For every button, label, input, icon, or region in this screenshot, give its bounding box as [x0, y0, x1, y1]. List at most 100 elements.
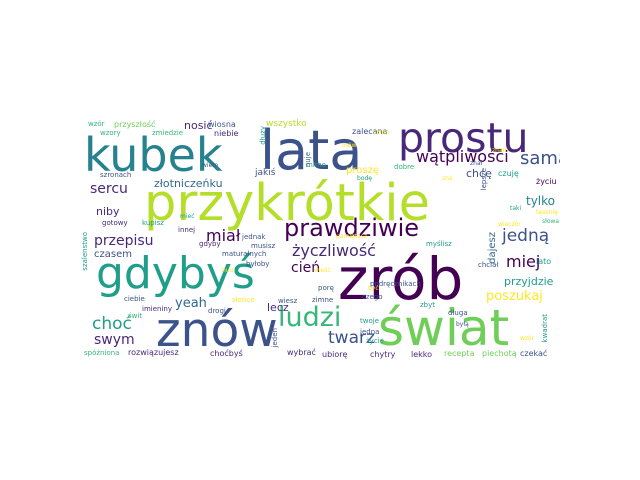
cloud-word: chciał	[478, 261, 499, 269]
cloud-word: słowa	[542, 218, 560, 225]
cloud-word: przepisu	[94, 233, 154, 249]
cloud-word: długa	[448, 309, 468, 317]
cloud-word: wieść	[314, 267, 331, 274]
cloud-word: nuje	[304, 152, 312, 168]
cloud-word: rozwiązujesz	[128, 348, 179, 357]
cloud-word: zalecana	[352, 127, 388, 136]
cloud-word: nosić	[184, 119, 213, 132]
cloud-word: pamiętasz	[336, 233, 367, 240]
cloud-word: gdyby	[199, 240, 221, 248]
cloud-word: czuję	[498, 169, 519, 178]
cloud-word: jednak	[242, 233, 266, 241]
cloud-word: mów	[342, 142, 357, 149]
cloud-word: prawdziwie	[284, 214, 419, 242]
cloud-word: wieczór	[498, 221, 521, 228]
cloud-word: gdybyś	[96, 248, 255, 299]
cloud-word: wzór	[520, 335, 535, 342]
cloud-word: ubiorę	[322, 350, 348, 359]
cloud-word: taki	[510, 205, 522, 212]
cloud-word: bodę	[357, 175, 372, 182]
cloud-word: byłoby	[246, 260, 270, 268]
cloud-word: wzór	[88, 120, 105, 128]
cloud-word: myślisz	[426, 240, 452, 248]
cloud-word: recepta	[444, 349, 475, 358]
cloud-word: jedna	[360, 328, 380, 336]
cloud-word: samą	[520, 148, 560, 169]
cloud-word: życiu	[536, 177, 557, 186]
cloud-word: lata	[260, 119, 363, 182]
cloud-word: twarz	[328, 328, 375, 348]
cloud-word: czekać	[520, 349, 548, 358]
cloud-word: kupisz	[142, 219, 164, 227]
cloud-word: poszukaj	[486, 289, 543, 304]
cloud-word: jakiś	[255, 168, 276, 178]
cloud-word: drogi	[208, 307, 226, 315]
cloud-word: zna	[442, 175, 453, 182]
cloud-word: gotowy	[102, 219, 128, 227]
cloud-word: proszę	[346, 165, 379, 176]
cloud-word: dłuży	[259, 126, 267, 145]
cloud-word: mieć	[180, 213, 195, 220]
cloud-word: twoje	[360, 317, 380, 325]
cloud-word: chcę	[466, 167, 492, 180]
cloud-word: porę	[318, 284, 334, 292]
cloud-word: huu	[222, 267, 234, 274]
cloud-word: życie	[366, 337, 384, 345]
cloud-word: wiosna	[208, 120, 236, 129]
cloud-word: cień	[291, 260, 321, 276]
cloud-word: świat	[378, 299, 510, 357]
cloud-word: szronach	[100, 171, 132, 179]
cloud-word: tylko	[526, 194, 556, 208]
cloud-word: kwadrat	[541, 314, 549, 343]
cloud-word: ludzi	[278, 302, 342, 333]
cloud-word: ciebie	[124, 295, 145, 303]
cloud-word: piechotą	[482, 349, 517, 358]
cloud-word: świt	[128, 312, 143, 320]
cloud-word: szalenstwo	[81, 232, 89, 271]
cloud-word: przykrótkie	[144, 174, 430, 233]
cloud-word: innej	[178, 226, 196, 234]
cloud-word: zrób	[338, 245, 464, 313]
cloud-word: miej	[506, 252, 541, 271]
cloud-word: przyszłość	[114, 120, 156, 129]
cloud-word: spóźniona	[84, 349, 120, 357]
cloud-word: wzory	[100, 129, 121, 137]
cloud-word: jeden	[271, 328, 279, 348]
cloud-word: sercu	[90, 181, 128, 197]
cloud-word: czasem	[94, 249, 132, 260]
cloud-word: zimne	[312, 296, 334, 304]
cloud-word: znał	[470, 160, 483, 167]
cloud-word: życzliwość	[292, 241, 376, 260]
cloud-word: kubek	[84, 128, 223, 182]
cloud-word: czego	[362, 293, 383, 301]
cloud-word: lepsze	[480, 168, 488, 191]
cloud-word: szron	[373, 129, 390, 136]
cloud-word: być	[368, 285, 379, 292]
cloud-word: zmiedzie	[152, 129, 184, 137]
cloud-word: dobre	[394, 163, 415, 171]
cloud-word: niebie	[214, 129, 239, 138]
cloud-word: złotniczeńku	[154, 177, 223, 190]
cloud-word: lato	[536, 257, 552, 266]
cloud-word: choćbyś	[210, 349, 243, 358]
cloud-word: wybrać	[287, 348, 316, 357]
cloud-word: musisz	[251, 242, 276, 250]
cloud-word: imieniny	[142, 305, 172, 313]
cloud-word: choć	[92, 314, 132, 334]
cloud-word: wszystko	[266, 119, 307, 129]
cloud-word: jedną	[502, 226, 550, 246]
cloud-word: lecz	[267, 301, 289, 314]
word-cloud: przykrótkie zrób lata kubek gdybyś świat…	[80, 118, 560, 361]
cloud-word: mimo	[306, 161, 326, 169]
cloud-word: swym	[94, 332, 135, 348]
cloud-word: słońce	[232, 296, 255, 304]
cloud-word: znam	[492, 147, 509, 154]
cloud-word: przyjdzie	[504, 275, 554, 288]
cloud-word: wiesz	[278, 297, 298, 305]
cloud-word: znów	[156, 303, 278, 358]
cloud-word: lekko	[411, 350, 433, 359]
cloud-word: prostu	[398, 118, 529, 162]
cloud-word: tęsknię	[536, 209, 558, 216]
cloud-word: maturalnych	[222, 250, 267, 258]
cloud-word: chytry	[370, 350, 396, 359]
